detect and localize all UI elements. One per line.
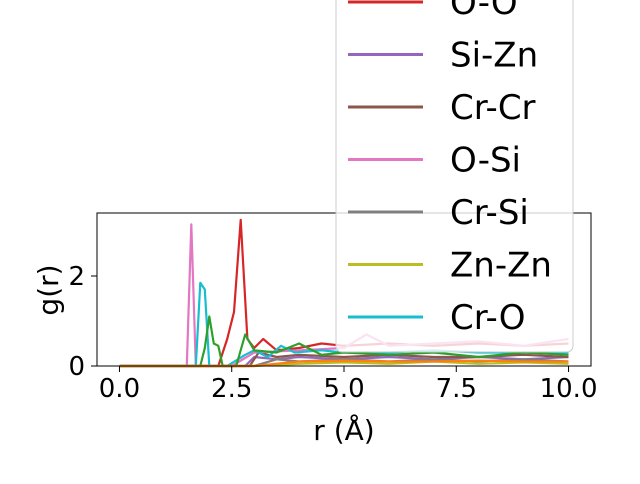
legend: O-O Si-Zn Cr-Cr O-Si Cr-Si Zn-Zn Cr-O (335, 0, 574, 353)
legend-label: Zn-Zn (450, 246, 552, 286)
x-tick-label: 7.5 (436, 374, 477, 404)
y-tick-label: 2 (68, 262, 85, 292)
x-tick-label: 10.0 (540, 374, 598, 404)
x-axis: 0.0 2.5 5.0 7.5 10.0 (99, 366, 598, 404)
legend-label: Cr-Si (450, 193, 529, 233)
x-tick-label: 5.0 (323, 374, 364, 404)
y-tick-label: 0 (68, 352, 85, 382)
legend-label: Si-Zn (450, 36, 538, 76)
legend-label: O-O (450, 0, 518, 23)
legend-label: Cr-O (450, 298, 526, 338)
y-axis: 02 (68, 262, 97, 382)
x-tick-label: 0.0 (99, 374, 140, 404)
x-tick-label: 2.5 (211, 374, 252, 404)
x-axis-label: r (Å) (313, 413, 374, 447)
legend-label: Cr-Cr (450, 88, 536, 128)
series-line-unlabeled-8 (119, 359, 569, 368)
y-axis-label: g(r) (32, 264, 65, 315)
legend-label: O-Si (450, 141, 521, 181)
